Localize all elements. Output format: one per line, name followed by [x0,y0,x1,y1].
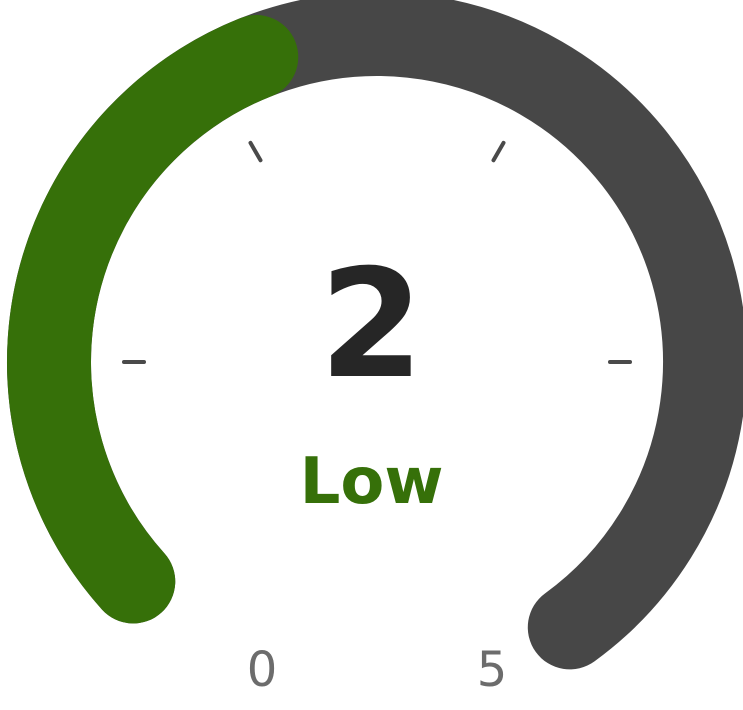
gauge-value: 2 [319,238,424,412]
gauge-fill [7,15,299,624]
gauge-tick-upper-left [248,140,263,163]
gauge-tick-upper-right [491,140,506,163]
gauge-min-label: 0 [246,642,278,698]
gauge-max-label: 5 [476,642,508,698]
gauge-ticks [122,140,632,364]
gauge-level-label: Low [299,445,444,519]
